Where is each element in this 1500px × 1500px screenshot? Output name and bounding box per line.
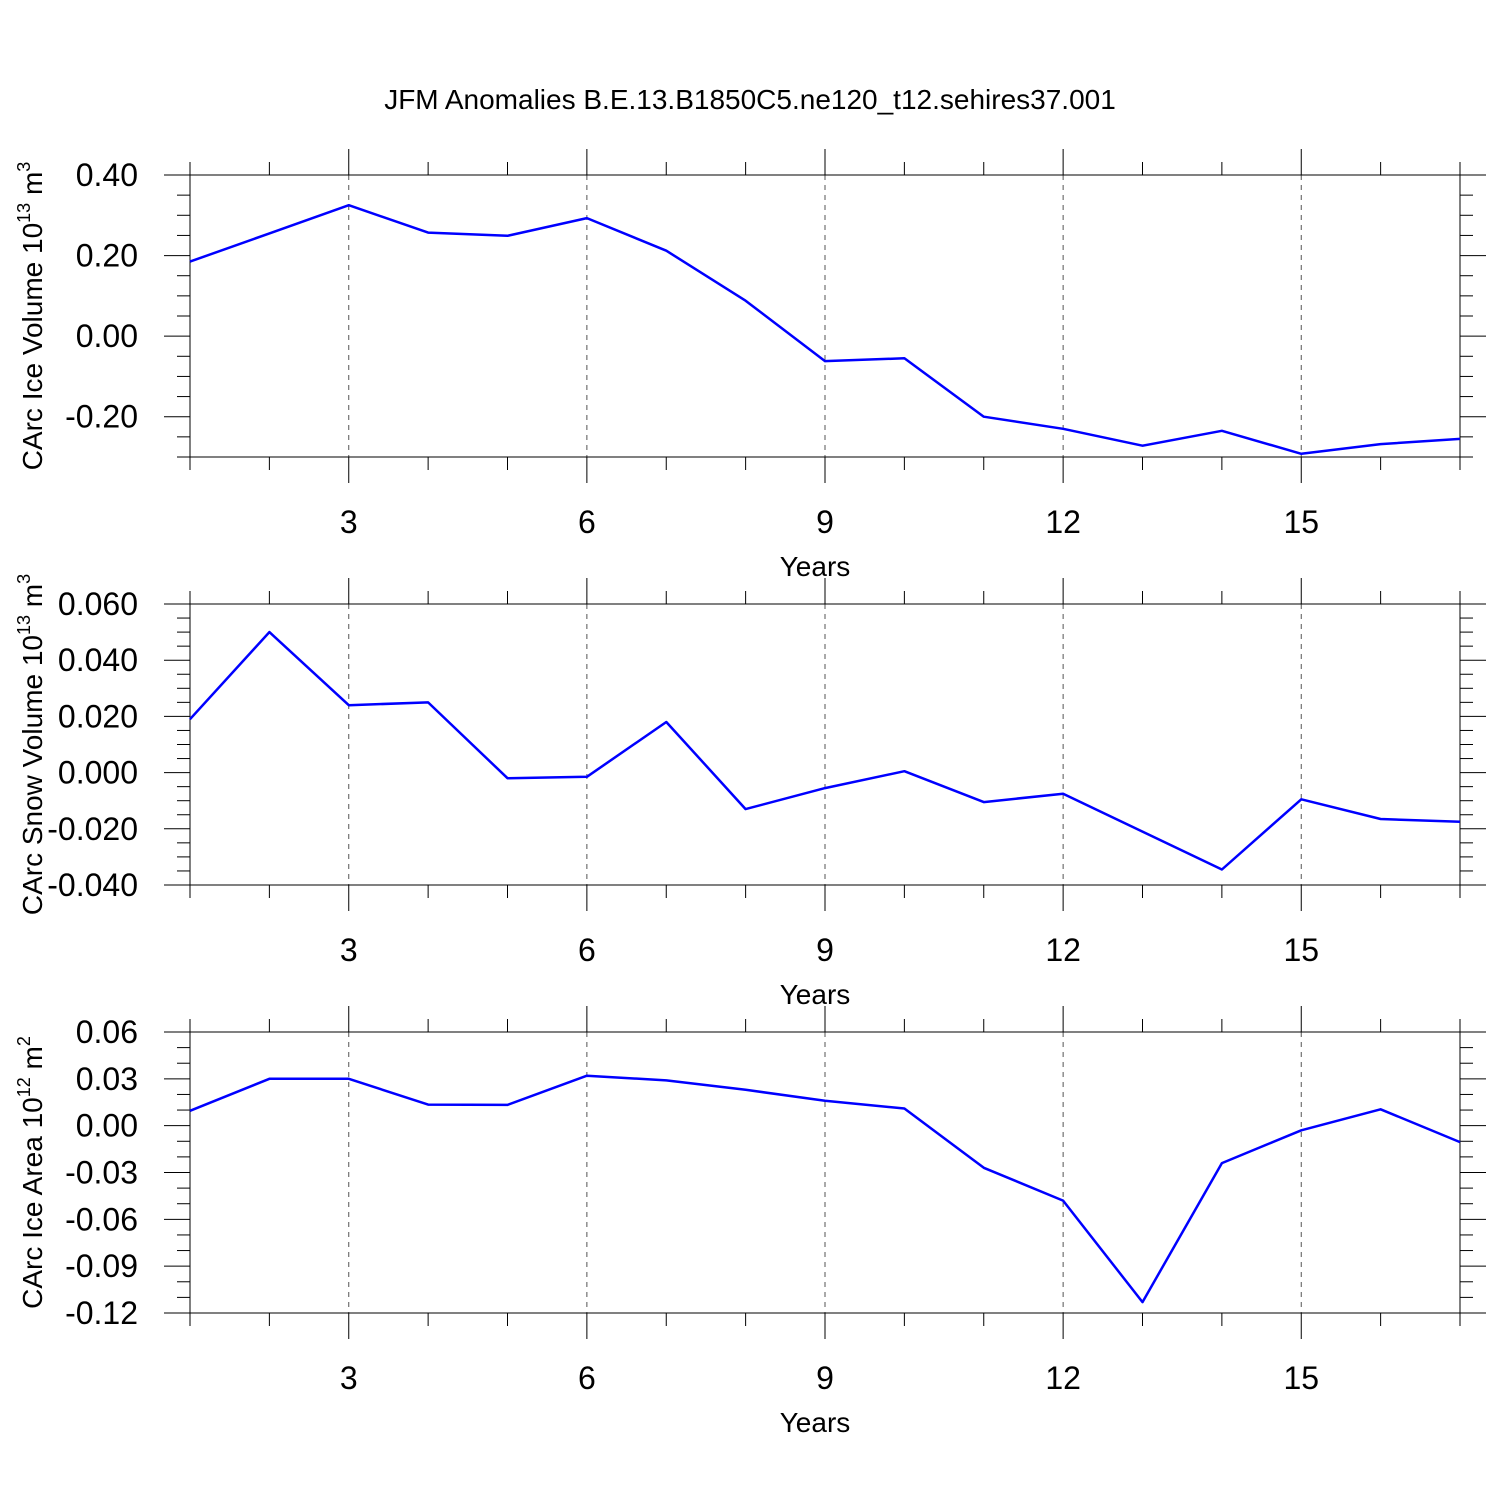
x-tick-label: 12 [1045, 1360, 1081, 1396]
y-axis-label: CArc Ice Area 1012 m2 [14, 1036, 48, 1309]
panel-snow-volume: 0.060 0.040 0.020 0.000 -0.020 -0.040 3 6 9 12 15 Y… [14, 574, 1486, 1010]
y-tick-label: 0.020 [58, 698, 138, 734]
panel-ice-area: 0.06 0.03 0.00 -0.03 -0.06 -0.09 -0.12 3 6 9 12 15 Y… [14, 1006, 1486, 1438]
chart-title: JFM Anomalies B.E.13.B1850C5.ne120_t12.s… [384, 84, 1116, 115]
series-line [189, 203, 1461, 456]
x-tick-label: 9 [816, 1360, 834, 1396]
series-line [189, 630, 1461, 871]
y-tick-label: 0.040 [58, 642, 138, 678]
y-tick-label: -0.020 [47, 811, 138, 847]
y-tick-label: -0.12 [65, 1295, 138, 1331]
y-axis-label: CArc Snow Volume 1013 m3 [14, 574, 48, 915]
x-tick-label: 9 [816, 504, 834, 540]
y-tick-label: 0.000 [58, 755, 138, 791]
x-tick-label: 6 [578, 932, 596, 968]
y-tick-label: 0.20 [76, 238, 138, 274]
x-tick-label: 9 [816, 932, 834, 968]
x-tick-label: 3 [340, 1360, 358, 1396]
y-tick-label: -0.06 [65, 1201, 138, 1237]
x-tick-label: 12 [1045, 504, 1081, 540]
y-tick-label: 0.00 [76, 1108, 138, 1144]
y-tick-label: 0.06 [76, 1014, 138, 1050]
y-tick-label: 0.40 [76, 157, 138, 193]
panel-ice-volume: 0.40 0.20 0.00 -0.20 3 6 9 12 15 Years CArc Ice Vo… [14, 149, 1486, 582]
x-tick-label: 15 [1283, 504, 1319, 540]
x-tick-label: 6 [578, 1360, 596, 1396]
y-axis-label: CArc Ice Volume 1013 m3 [14, 162, 48, 471]
y-tick-label: -0.040 [47, 867, 138, 903]
x-axis-label: Years [780, 551, 851, 582]
y-tick-label: -0.09 [65, 1248, 138, 1284]
x-tick-label: 12 [1045, 932, 1081, 968]
y-tick-label: 0.060 [58, 586, 138, 622]
x-axis-label: Years [780, 979, 851, 1010]
y-tick-label: -0.03 [65, 1155, 138, 1191]
y-tick-label: 0.00 [76, 318, 138, 354]
x-axis-label: Years [780, 1407, 851, 1438]
series-line [189, 1074, 1461, 1304]
x-tick-label: 6 [578, 504, 596, 540]
x-tick-label: 15 [1283, 932, 1319, 968]
x-tick-label: 3 [340, 504, 358, 540]
y-tick-label: 0.03 [76, 1061, 138, 1097]
x-tick-label: 15 [1283, 1360, 1319, 1396]
x-tick-label: 3 [340, 932, 358, 968]
y-tick-label: -0.20 [65, 399, 138, 435]
